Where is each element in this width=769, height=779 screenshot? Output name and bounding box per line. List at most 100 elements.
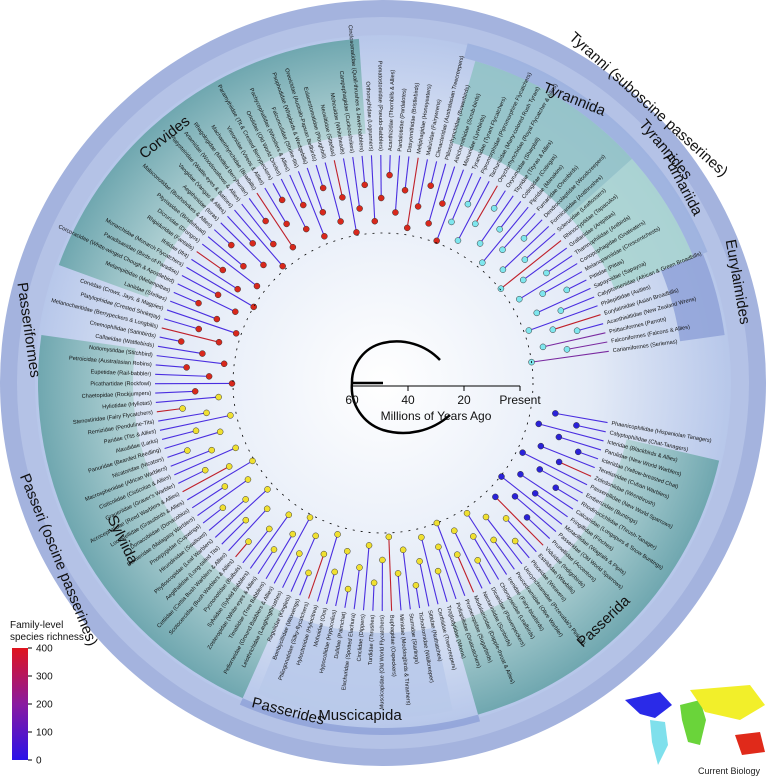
tip-branch: [542, 332, 606, 348]
legend-title: Family-level: [10, 620, 63, 631]
node: [339, 194, 346, 201]
tip-branch: [156, 355, 225, 365]
tip-branch: [528, 305, 598, 332]
node: [305, 569, 312, 577]
tip-branch: [472, 536, 500, 580]
node: [490, 536, 497, 544]
node: [177, 338, 185, 345]
tip-branch: [174, 447, 236, 476]
tip-branch: [558, 436, 602, 451]
tip-branch: [353, 567, 361, 610]
tip-branch: [227, 215, 254, 244]
node: [221, 483, 229, 490]
tip-branch: [437, 546, 457, 600]
node: [242, 496, 249, 503]
node: [220, 360, 228, 368]
tip-branch: [201, 243, 258, 287]
tip-branch: [221, 519, 247, 545]
tip-branch: [297, 171, 325, 237]
node: [263, 505, 271, 513]
tip-branch: [514, 540, 530, 559]
node: [320, 550, 328, 558]
node: [321, 233, 328, 240]
tip-branch: [566, 341, 608, 350]
family-label: Buphagidae (Oxpeckers): [388, 615, 396, 677]
node: [183, 364, 190, 371]
node: [451, 527, 458, 534]
tip-branch: [159, 414, 231, 431]
node: [418, 534, 425, 541]
node: [425, 220, 432, 227]
node: [344, 548, 351, 555]
tip-branch: [214, 488, 268, 538]
family-label: Pardalotidae (Pardalotes): [397, 88, 408, 152]
node: [195, 325, 202, 333]
node: [365, 542, 373, 549]
clade-sector: [257, 614, 453, 718]
node: [520, 235, 528, 242]
tip-branch: [437, 570, 448, 602]
node: [370, 579, 378, 587]
tip-branch: [466, 512, 508, 575]
node: [498, 473, 505, 480]
tip-branch: [558, 461, 592, 477]
node: [519, 276, 527, 284]
tip-branch: [248, 198, 267, 222]
tip-branch: [450, 172, 473, 223]
node: [563, 346, 571, 353]
tip-branch: [207, 236, 244, 267]
tip-branch: [505, 518, 537, 553]
node: [219, 504, 227, 511]
tip-branch: [161, 430, 197, 440]
node: [433, 237, 440, 245]
node: [499, 246, 506, 254]
node: [199, 350, 206, 357]
node: [392, 209, 399, 216]
tip-branch: [522, 452, 588, 486]
node: [227, 412, 234, 419]
tip-branch: [264, 187, 288, 225]
node: [289, 530, 296, 538]
tip-branch: [352, 156, 361, 209]
tip-branch: [453, 530, 483, 589]
tip-branch: [315, 164, 324, 189]
node: [401, 187, 409, 194]
node: [519, 449, 526, 456]
tip-branch: [325, 571, 336, 605]
clade-label: Muscicapida: [318, 707, 402, 724]
node: [555, 458, 563, 466]
tip-branch: [161, 327, 220, 343]
tip-branch: [242, 528, 270, 564]
node: [344, 585, 352, 593]
tip-branch: [520, 473, 574, 510]
tip-branch: [531, 350, 609, 363]
tip-branch: [235, 541, 249, 558]
node: [399, 546, 407, 554]
family-label: Pomatostomidae (Pseudo-Babblers): [376, 61, 383, 151]
clade-sector: [661, 253, 725, 342]
node: [539, 290, 546, 297]
tip-branch: [191, 258, 238, 290]
tip-branch: [308, 553, 325, 599]
legend-tick-label: 0: [36, 756, 42, 767]
node: [573, 327, 581, 334]
tip-branch: [555, 487, 579, 502]
node: [260, 261, 267, 269]
family-label: Hyliotidae (Hyliotas): [102, 400, 152, 410]
tip-branch: [417, 159, 428, 207]
node: [234, 285, 241, 293]
axis-tick-label: 20: [457, 393, 471, 407]
tip-branch: [372, 582, 375, 611]
tip-branch: [456, 554, 475, 593]
node: [385, 533, 393, 541]
node: [266, 525, 273, 533]
clade-sector: [568, 158, 694, 290]
tip-branch: [502, 212, 536, 251]
tip-branch: [394, 155, 401, 213]
node: [394, 570, 402, 577]
tip-branch: [534, 492, 568, 518]
legend-tick-label: 300: [36, 672, 53, 683]
node: [225, 463, 233, 470]
legend-tick-label: 100: [36, 728, 53, 739]
node: [300, 201, 307, 209]
